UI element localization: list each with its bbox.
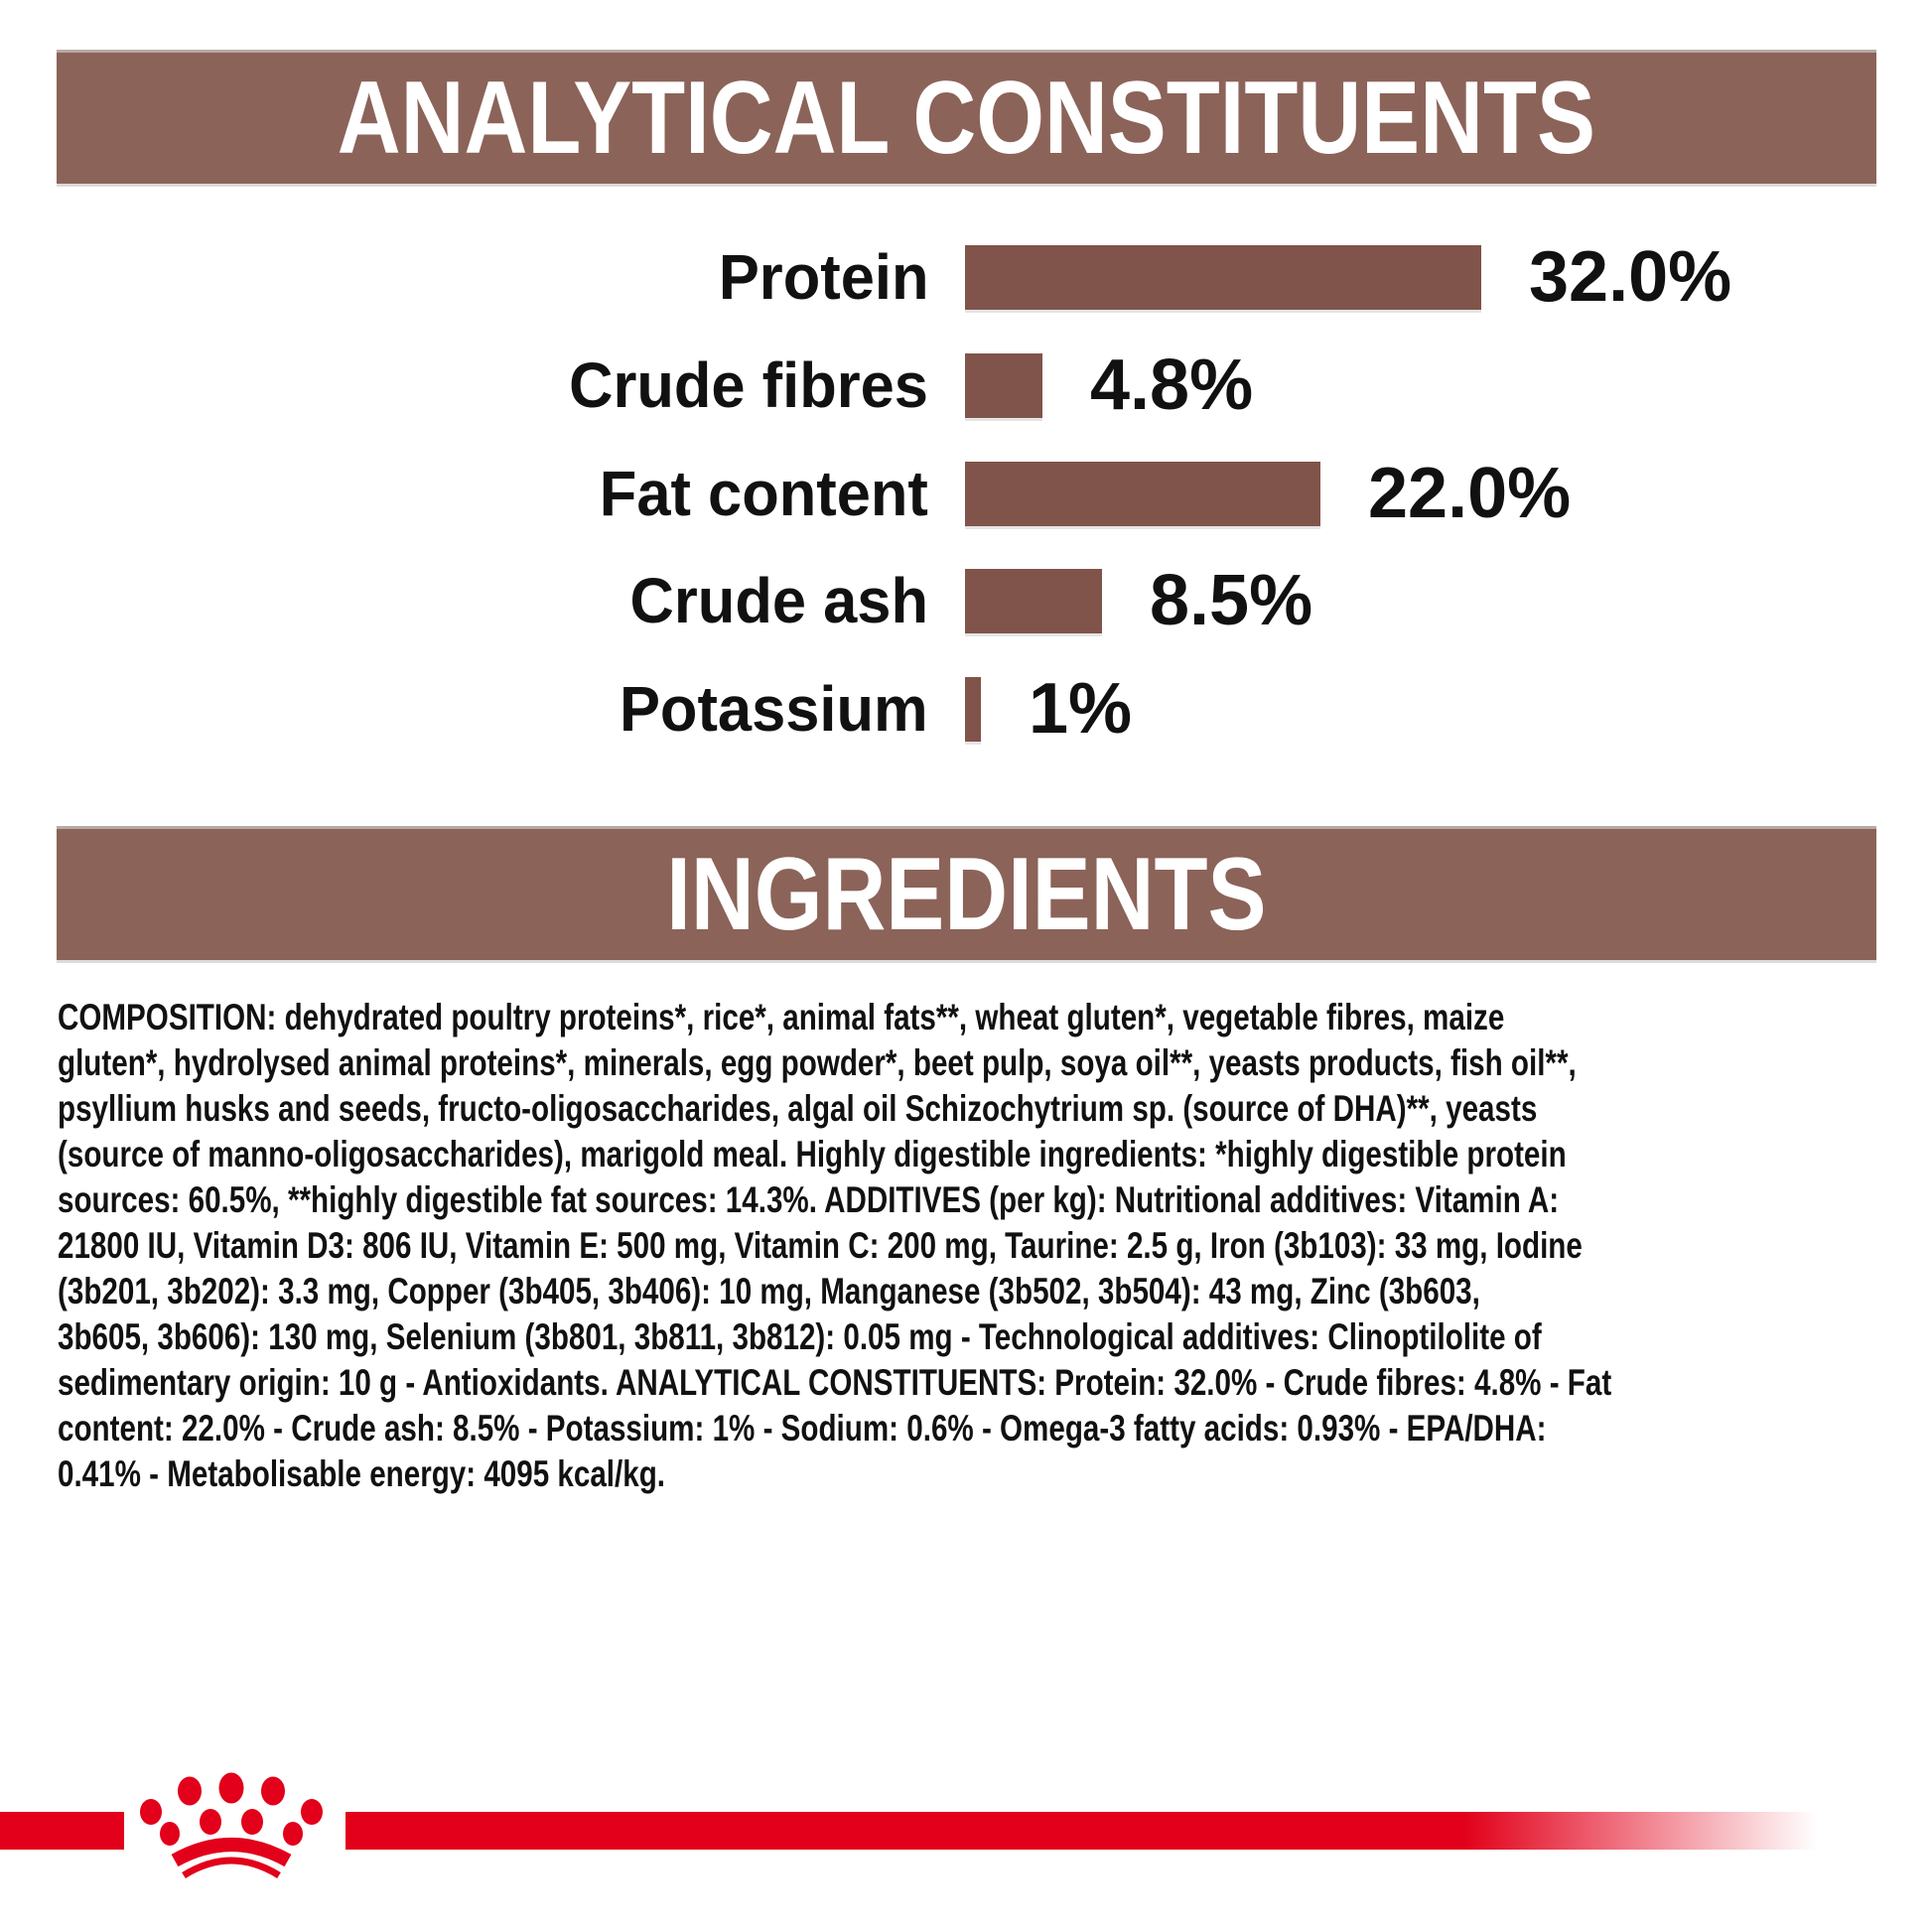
chart-bar (965, 353, 1042, 418)
chart-category-label: Crude fibres (569, 349, 928, 421)
chart-row: Fat content 22.0% (0, 454, 1932, 533)
analytical-constituents-banner: ANALYTICAL CONSTITUENTS (57, 50, 1876, 184)
chart-value-label: 1% (1029, 669, 1133, 749)
analytical-bar-chart: Protein 32.0% Crude fibres 4.8% Fat content 2… (0, 0, 1932, 824)
brand-stripe-left (0, 1812, 124, 1850)
chart-category-label: Protein (718, 241, 928, 313)
royal-canin-logo (0, 1772, 1817, 1878)
brand-footer (0, 1757, 1932, 1932)
chart-category-label: Fat content (599, 458, 928, 529)
chart-category-label: Crude ash (629, 565, 928, 636)
chart-value-label: 32.0% (1529, 237, 1732, 317)
chart-category-label: Potassium (620, 673, 928, 745)
crown-icon (140, 1772, 323, 1878)
chart-row: Protein 32.0% (0, 237, 1932, 317)
chart-bar (965, 245, 1481, 310)
chart-bar (965, 462, 1320, 526)
chart-value-label: 4.8% (1090, 345, 1254, 425)
chart-row: Potassium 1% (0, 669, 1932, 749)
analytical-constituents-title: ANALYTICAL CONSTITUENTS (337, 61, 1596, 176)
chart-row: Crude ash 8.5% (0, 561, 1932, 640)
ingredients-title: INGREDIENTS (666, 837, 1267, 952)
brand-stripe-right (345, 1812, 1817, 1850)
chart-bar (965, 677, 981, 742)
chart-row: Crude fibres 4.8% (0, 345, 1932, 425)
ingredients-banner: INGREDIENTS (57, 826, 1876, 960)
composition-text: COMPOSITION: dehydrated poultry proteins… (58, 997, 1612, 1494)
chart-value-label: 22.0% (1368, 454, 1572, 533)
chart-value-label: 8.5% (1150, 561, 1313, 640)
chart-bar (965, 569, 1102, 633)
